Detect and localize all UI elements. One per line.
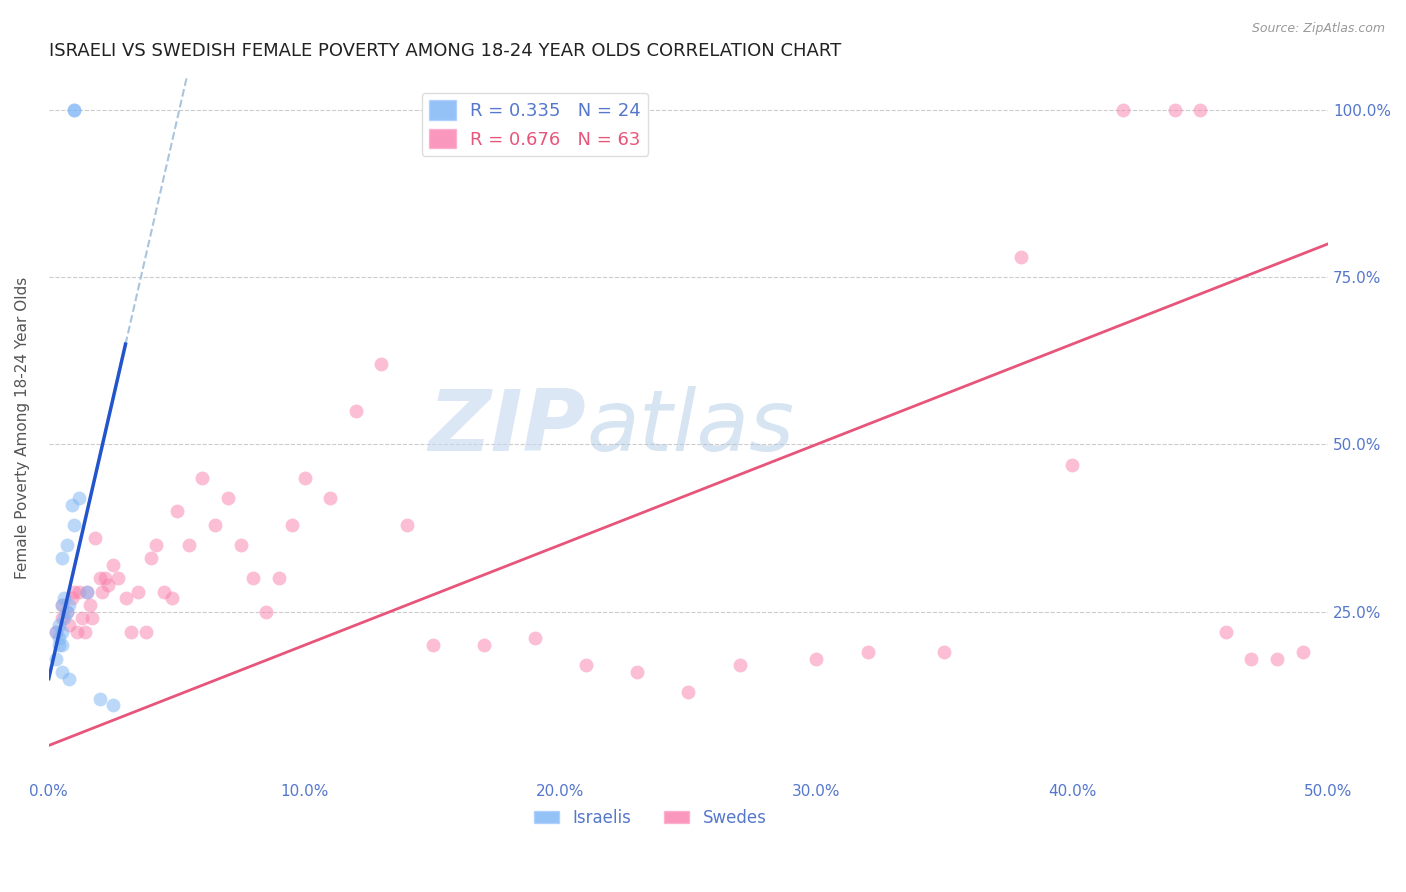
Point [267, 571, 290, 585]
Point [191, 471, 214, 485]
Point [58, 618, 80, 632]
Point [51, 624, 73, 639]
Point [63, 103, 86, 117]
Point [856, 645, 879, 659]
Point [89, 571, 111, 585]
Point [678, 685, 700, 699]
Point [114, 591, 136, 606]
Point [319, 491, 342, 505]
Point [1163, 103, 1185, 117]
Point [728, 658, 751, 673]
Point [575, 658, 598, 673]
Point [229, 538, 252, 552]
Point [101, 698, 124, 713]
Point [51, 611, 73, 625]
Point [395, 517, 418, 532]
Point [79, 598, 101, 612]
Point [145, 538, 167, 552]
Text: ISRAELI VS SWEDISH FEMALE POVERTY AMONG 18-24 YEAR OLDS CORRELATION CHART: ISRAELI VS SWEDISH FEMALE POVERTY AMONG … [49, 42, 841, 60]
Point [1062, 458, 1084, 472]
Point [179, 538, 201, 552]
Text: Source: ZipAtlas.com: Source: ZipAtlas.com [1251, 22, 1385, 36]
Point [472, 638, 495, 652]
Point [89, 691, 111, 706]
Point [69, 584, 91, 599]
Point [63, 517, 86, 532]
Point [76, 584, 98, 599]
Point [97, 578, 120, 592]
Point [55, 605, 77, 619]
Point [370, 357, 392, 371]
Point [422, 638, 444, 652]
Point [51, 665, 73, 679]
Point [76, 584, 98, 599]
Point [53, 591, 76, 606]
Point [153, 584, 176, 599]
Point [60, 591, 83, 606]
Point [1265, 651, 1288, 665]
Point [63, 584, 86, 599]
Point [101, 558, 124, 572]
Point [51, 598, 73, 612]
Y-axis label: Female Poverty Among 18-24 Year Olds: Female Poverty Among 18-24 Year Olds [15, 277, 30, 579]
Point [45, 651, 67, 665]
Point [1215, 624, 1237, 639]
Point [120, 624, 142, 639]
Point [254, 605, 277, 619]
Point [66, 624, 89, 639]
Point [934, 645, 956, 659]
Point [63, 103, 86, 117]
Point [48, 618, 70, 632]
Point [217, 491, 239, 505]
Point [107, 571, 129, 585]
Point [1240, 651, 1263, 665]
Point [94, 571, 117, 585]
Point [160, 591, 183, 606]
Point [523, 632, 546, 646]
Text: atlas: atlas [586, 386, 794, 469]
Point [139, 551, 162, 566]
Point [626, 665, 648, 679]
Point [281, 517, 304, 532]
Point [91, 584, 114, 599]
Point [55, 605, 77, 619]
Point [294, 471, 316, 485]
Point [58, 672, 80, 686]
Point [1112, 103, 1135, 117]
Point [45, 624, 67, 639]
Point [73, 624, 96, 639]
Point [166, 504, 188, 518]
Point [58, 598, 80, 612]
Text: ZIP: ZIP [429, 386, 586, 469]
Point [135, 624, 157, 639]
Point [51, 598, 73, 612]
Point [242, 571, 264, 585]
Point [1010, 250, 1032, 264]
Legend: Israelis, Swedes: Israelis, Swedes [527, 803, 773, 834]
Point [204, 517, 226, 532]
Point [51, 638, 73, 652]
Point [53, 611, 76, 625]
Point [344, 404, 367, 418]
Point [82, 611, 104, 625]
Point [70, 611, 93, 625]
Point [1291, 645, 1313, 659]
Point [83, 531, 105, 545]
Point [48, 638, 70, 652]
Point [127, 584, 149, 599]
Point [55, 538, 77, 552]
Point [60, 498, 83, 512]
Point [48, 632, 70, 646]
Point [45, 624, 67, 639]
Point [1189, 103, 1212, 117]
Point [806, 651, 828, 665]
Point [69, 491, 91, 505]
Point [51, 551, 73, 566]
